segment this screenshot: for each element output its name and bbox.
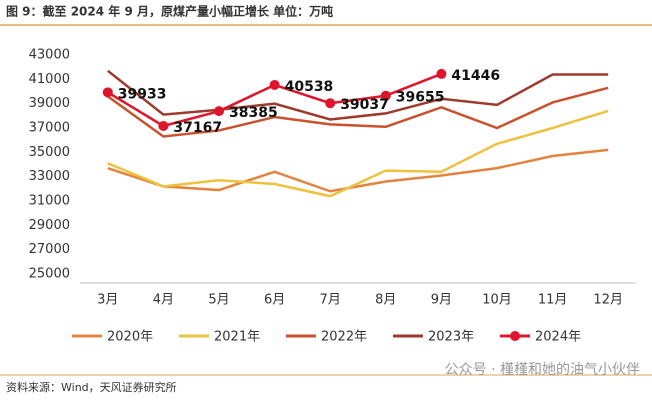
x-tick-label: 6月 bbox=[264, 293, 285, 308]
point bbox=[269, 79, 280, 90]
y-tick-label: 29000 bbox=[29, 218, 70, 233]
point bbox=[436, 68, 447, 79]
x-tick-label: 5月 bbox=[208, 293, 229, 308]
watermark: 公众号 · 槿槿和她的油气小伙伴 bbox=[445, 362, 640, 378]
x-tick-label: 12月 bbox=[593, 293, 623, 308]
legend-label: 2023年 bbox=[428, 330, 474, 345]
x-tick-label: 3月 bbox=[97, 293, 118, 308]
series-line bbox=[107, 69, 609, 121]
legend-label: 2024年 bbox=[535, 330, 581, 345]
y-tick-label: 33000 bbox=[29, 169, 70, 184]
legend-marker bbox=[510, 331, 520, 341]
x-tick-label: 7月 bbox=[320, 293, 341, 308]
y-tick-label: 39000 bbox=[29, 96, 70, 111]
x-tick-label: 4月 bbox=[153, 293, 174, 308]
x-tick-label: 9月 bbox=[431, 293, 452, 308]
series-line bbox=[107, 148, 609, 193]
y-tick-label: 27000 bbox=[29, 242, 70, 257]
legend-label: 2021年 bbox=[214, 330, 260, 345]
y-tick-label: 25000 bbox=[29, 267, 70, 282]
data-label: 39037 bbox=[340, 97, 389, 113]
series-line bbox=[107, 86, 609, 138]
legend-label: 2020年 bbox=[107, 330, 153, 345]
y-tick-label: 37000 bbox=[29, 121, 70, 136]
point bbox=[325, 98, 336, 109]
y-tick-label: 31000 bbox=[29, 194, 70, 209]
x-tick-label: 10月 bbox=[482, 293, 512, 308]
data-label: 39933 bbox=[118, 86, 167, 102]
y-tick-label: 43000 bbox=[29, 48, 70, 63]
point bbox=[214, 106, 224, 117]
y-tick-label: 41000 bbox=[29, 72, 70, 87]
point bbox=[380, 90, 391, 101]
point bbox=[158, 120, 169, 131]
legend-label: 2022年 bbox=[321, 330, 367, 345]
series-line bbox=[107, 109, 609, 198]
chart-title: 图 9：截至 2024 年 9 月，原煤产量小幅正增长 单位：万吨 bbox=[6, 4, 333, 19]
source: 资料来源：Wind，天风证券研究所 bbox=[6, 380, 177, 394]
data-label: 38385 bbox=[229, 105, 278, 121]
point bbox=[102, 87, 113, 98]
x-tick-label: 11月 bbox=[538, 293, 568, 308]
y-tick-label: 35000 bbox=[29, 145, 70, 160]
data-label: 40538 bbox=[285, 79, 334, 95]
data-label: 37167 bbox=[173, 120, 222, 136]
x-tick-label: 8月 bbox=[375, 293, 396, 308]
data-label: 39655 bbox=[396, 90, 445, 106]
data-label: 41446 bbox=[451, 68, 500, 84]
